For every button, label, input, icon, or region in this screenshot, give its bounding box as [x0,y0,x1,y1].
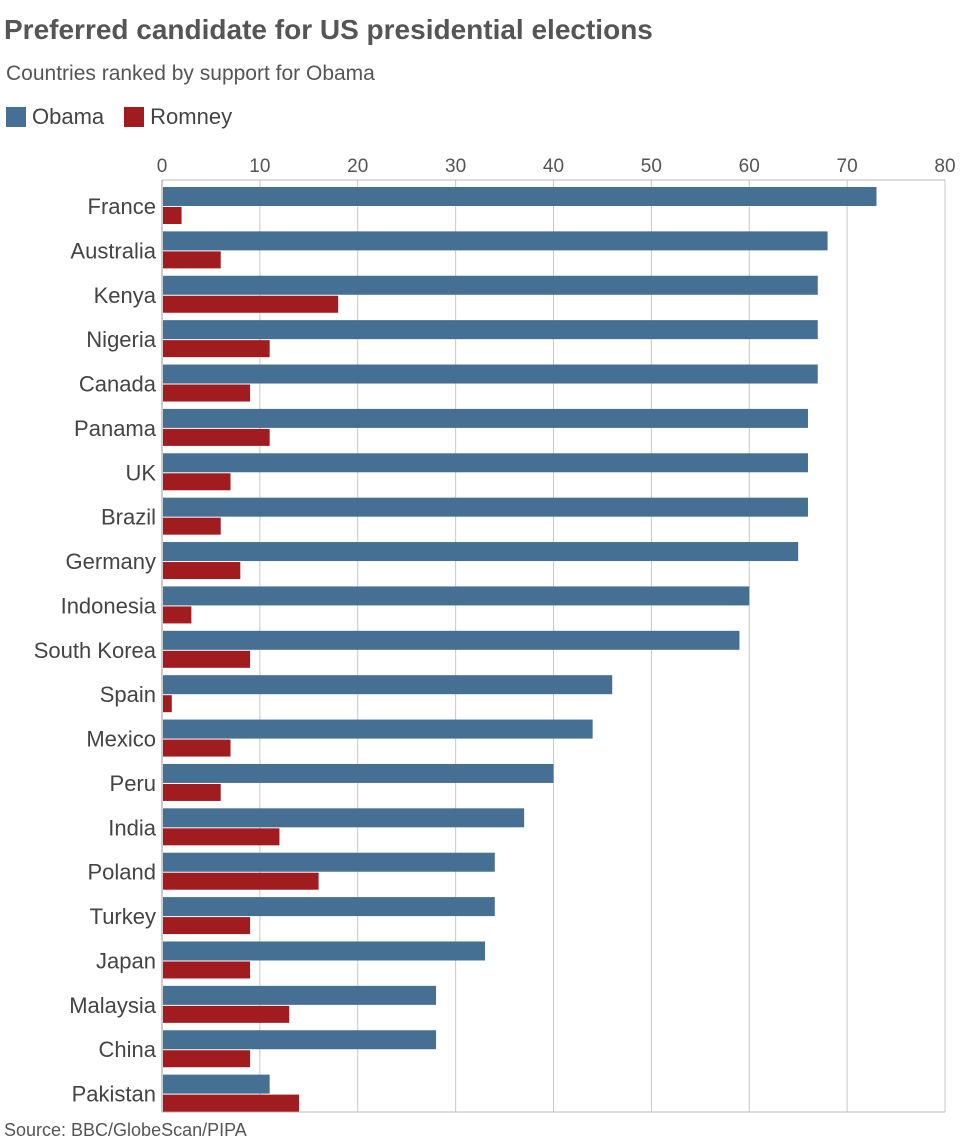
category-label: Pakistan [72,1082,156,1107]
bar-obama-canada [163,364,818,384]
bar-obama-kenya [163,275,818,295]
bar-obama-uk [163,453,808,473]
category-label: Kenya [94,283,157,308]
category-label: Mexico [86,727,156,752]
x-tick-label: 20 [347,156,368,177]
category-label: France [88,194,156,219]
x-tick-label: 50 [641,156,662,177]
category-label: Japan [96,948,156,973]
category-label: UK [125,460,156,485]
x-tick-label: 60 [739,156,760,177]
bar-romney-nigeria [163,340,270,358]
legend-swatch-obama [6,107,26,127]
legend-label-romney: Romney [150,104,233,129]
bar-romney-japan [163,961,251,979]
bar-romney-australia [163,251,221,269]
bar-obama-india [163,808,525,828]
bar-obama-australia [163,231,828,251]
x-tick-label: 70 [837,156,858,177]
x-tick-label: 80 [934,156,955,177]
category-label: Australia [70,238,156,263]
bar-obama-france [163,187,877,206]
bar-romney-france [163,207,182,224]
bar-romney-indonesia [163,606,192,624]
bar-romney-turkey [163,917,251,935]
category-label: Nigeria [86,327,156,352]
bar-romney-south-korea [163,650,251,668]
bar-romney-canada [163,384,251,402]
source-note: Source: BBC/GlobeScan/PIPA [4,1120,247,1140]
category-label: South Korea [34,638,157,663]
category-label: Spain [100,682,156,707]
category-label: Germany [66,549,156,574]
bar-obama-malaysia [163,985,437,1005]
bar-romney-malaysia [163,1005,290,1023]
bar-obama-indonesia [163,586,750,606]
x-tick-label: 0 [157,156,168,177]
bar-obama-nigeria [163,320,818,340]
legend-swatch-romney [124,107,145,127]
legend-label-obama: Obama [32,104,105,129]
category-label: Brazil [101,505,156,530]
bar-romney-uk [163,473,231,491]
bar-obama-mexico [163,719,593,739]
bar-obama-spain [163,675,613,695]
chart-title: Preferred candidate for US presidential … [4,14,653,45]
bar-romney-brazil [163,517,221,535]
legend: Obama Romney [6,104,232,130]
bar-obama-japan [163,941,485,961]
category-label: India [108,815,156,840]
bar-romney-germany [163,562,241,580]
category-label: Indonesia [61,593,157,618]
x-tick-label: 40 [543,156,564,177]
category-label: Canada [79,372,157,397]
bar-romney-peru [163,783,221,801]
category-label: Turkey [90,904,156,929]
bar-romney-mexico [163,739,231,757]
bar-obama-brazil [163,497,808,517]
chart-subtitle: Countries ranked by support for Obama [6,62,375,85]
bar-obama-south-korea [163,630,740,650]
bar-romney-panama [163,428,270,446]
category-label: China [99,1037,157,1062]
bar-obama-panama [163,408,808,428]
bar-obama-poland [163,852,495,872]
bar-obama-turkey [163,897,495,917]
bar-obama-peru [163,763,554,783]
bar-romney-spain [163,695,172,713]
bar-romney-india [163,828,280,846]
bar-romney-china [163,1050,251,1068]
bar-romney-poland [163,872,319,890]
bar-obama-china [163,1030,437,1050]
category-label: Panama [74,416,157,441]
bar-romney-kenya [163,295,339,313]
category-label: Malaysia [69,993,157,1018]
bar-romney-pakistan [163,1094,300,1112]
category-label: Peru [110,771,156,796]
x-tick-label: 10 [249,156,270,177]
bar-obama-germany [163,542,799,562]
category-label: Poland [87,860,156,885]
x-tick-label: 30 [445,156,466,177]
bar-obama-pakistan [163,1074,270,1094]
